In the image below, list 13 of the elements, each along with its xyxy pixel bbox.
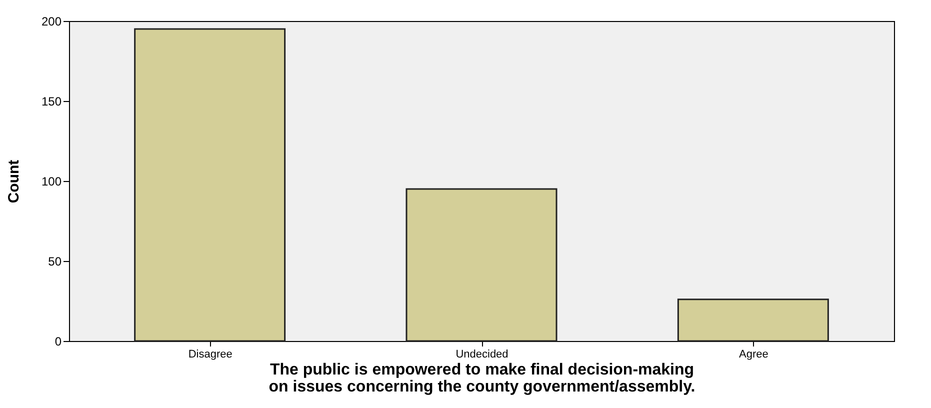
y-axis-title: Count bbox=[5, 160, 22, 204]
x-tick-label: Undecided bbox=[456, 348, 508, 360]
x-tick-label: Disagree bbox=[188, 348, 232, 360]
y-tick-label: 150 bbox=[41, 94, 62, 108]
y-tick-label: 200 bbox=[41, 14, 62, 28]
y-tick-label: 50 bbox=[48, 254, 62, 268]
x-tick-label: Agree bbox=[738, 348, 768, 360]
y-tick-label: 0 bbox=[54, 334, 62, 348]
y-tick-label: 100 bbox=[41, 174, 62, 188]
bar bbox=[677, 298, 829, 342]
bar bbox=[406, 188, 558, 342]
x-axis-title: The public is empowered to make final decision-making on issues concerning the county government/assembly. bbox=[268, 362, 696, 396]
bar bbox=[134, 28, 286, 342]
